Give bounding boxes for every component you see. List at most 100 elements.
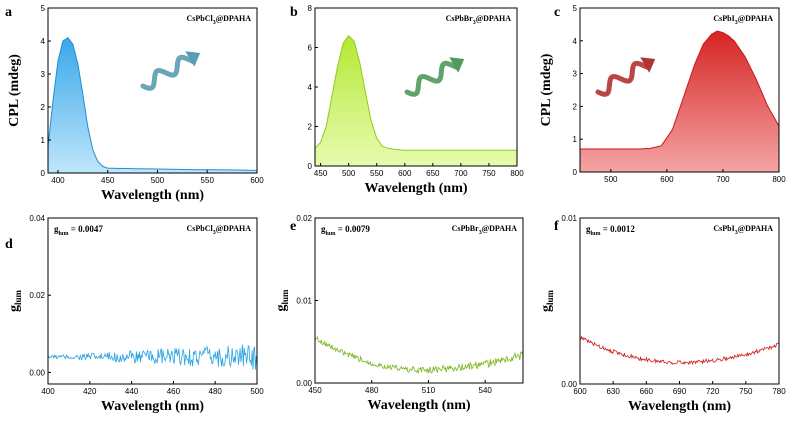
- glum-annotation-d-main: g: [54, 224, 59, 234]
- xtick-label-e-0: 450: [308, 386, 322, 395]
- legend-d-sub: 3: [213, 230, 216, 236]
- xtick-label-e-1: 480: [365, 386, 379, 395]
- ytick-label-e-2: 0.02: [296, 214, 312, 223]
- panel-letter-b: b: [290, 5, 298, 20]
- panel-letter-f: f: [554, 219, 559, 234]
- panel-letter-a: a: [5, 5, 12, 20]
- ylabel-main-c: CPL (mdeg): [539, 53, 554, 126]
- legend-e-sub: 3: [479, 230, 482, 236]
- ylabel-c: CPL (mdeg): [539, 53, 554, 126]
- legend-b-main: CsPbBr: [446, 14, 474, 23]
- xtick-label-a-4: 600: [250, 176, 264, 185]
- ylabel-a: CPL (mdeg): [7, 54, 22, 127]
- glum-annotation-d: glum = 0.0047: [54, 224, 103, 237]
- xtick-label-f-3: 690: [673, 387, 687, 396]
- ytick-label-c-2: 2: [573, 102, 578, 111]
- legend-c: CsPbI3@DPAHA: [713, 14, 773, 26]
- ytick-label-f-0: 0.00: [561, 380, 577, 389]
- panel-f: f 600 630 660 690 720 750 780 0.00 0.01 CsPbI3@DPA…: [539, 214, 786, 414]
- ytick-label-c-0: 0: [573, 168, 578, 177]
- glum-annotation-f-main: g: [586, 224, 591, 234]
- glum-annotation-e-tail: = 0.0079: [336, 224, 371, 234]
- xtick-label-a-2: 500: [151, 176, 165, 185]
- ylabel-main-e: g: [274, 305, 289, 312]
- legend-a: CsPbCl3@DPAHA: [186, 14, 251, 26]
- xtick-label-f-5: 750: [739, 387, 753, 396]
- ytick-label-c-5: 5: [573, 4, 578, 13]
- ylabel-main-d: g: [7, 305, 22, 312]
- helix-icon-a: [140, 51, 201, 91]
- axes-frame-c: [579, 7, 780, 173]
- xtick-label-b-2: 550: [370, 169, 384, 178]
- legend-a-tail: @DPAHA: [216, 14, 252, 23]
- ytick-label-e-1: 0.01: [296, 297, 312, 306]
- ylabel-main-a: CPL (mdeg): [7, 54, 22, 127]
- ytick-label-a-4: 4: [41, 37, 46, 46]
- ylabel-e: glum: [274, 289, 290, 312]
- xtick-label-f-6: 780: [772, 387, 786, 396]
- xtick-label-c-1: 600: [660, 175, 674, 184]
- axes-frame-f: [579, 217, 780, 385]
- legend-c-sub: 3: [735, 20, 738, 26]
- xlabel-d: Wavelength (nm): [101, 399, 204, 414]
- ylabel-main-f: g: [539, 305, 554, 312]
- ytick-label-d-2: 0.04: [29, 214, 45, 223]
- glum-annotation-f-sub: lum: [591, 231, 601, 237]
- panel-letter-d: d: [5, 237, 13, 252]
- ylabel-f: glum: [539, 290, 555, 313]
- glum-annotation-f-tail: = 0.0012: [601, 224, 636, 234]
- legend-f: CsPbI3@DPAHA: [713, 224, 773, 236]
- legend-b-sub: 3: [473, 20, 476, 26]
- legend-c-main: CsPbI: [713, 14, 734, 23]
- xtick-label-c-3: 800: [772, 175, 786, 184]
- helix-arrow-b: [449, 57, 465, 73]
- xtick-label-b-3: 600: [398, 169, 412, 178]
- legend-d-main: CsPbCl: [186, 224, 213, 233]
- xlabel-e: Wavelength (nm): [367, 398, 470, 413]
- axes-frame-e: [314, 217, 524, 384]
- xtick-label-a-1: 450: [101, 176, 115, 185]
- legend-b-tail: @DPAHA: [476, 14, 512, 23]
- panel-letter-c: c: [554, 5, 560, 20]
- ytick-label-b-1: 2: [308, 123, 313, 132]
- axes-frame-d: [47, 217, 258, 385]
- legend-c-tail: @DPAHA: [738, 14, 774, 23]
- xtick-label-a-0: 400: [51, 176, 65, 185]
- xtick-label-d-5: 500: [250, 387, 264, 396]
- xtick-label-c-2: 700: [716, 175, 730, 184]
- glum-series-f: [579, 335, 780, 366]
- ytick-label-a-0: 0: [41, 169, 46, 178]
- glum-series-e: [314, 335, 524, 375]
- xtick-label-b-6: 750: [482, 169, 496, 178]
- axes-frame-a: [47, 7, 258, 174]
- cpl-area-c: [579, 30, 780, 173]
- ytick-label-a-2: 2: [41, 103, 46, 112]
- legend-e-tail: @DPAHA: [482, 224, 518, 233]
- panel-letter-e: e: [290, 219, 296, 234]
- xlabel-a: Wavelength (nm): [101, 188, 204, 203]
- ytick-label-a-5: 5: [41, 4, 46, 13]
- helix-ribbon-a: [140, 54, 197, 91]
- xtick-label-b-4: 650: [426, 169, 440, 178]
- panel-b: b 450 500 550 600 650 700 750 800 0 2 4 6 8 CsPbBr3@DP…: [290, 4, 524, 196]
- ytick-label-b-3: 6: [308, 44, 313, 53]
- xtick-label-e-3: 540: [479, 386, 493, 395]
- xtick-label-d-3: 460: [167, 387, 181, 396]
- cpl-area-b: [314, 34, 518, 167]
- ylabel-sub-d: lum: [13, 290, 23, 306]
- xtick-label-c-0: 500: [604, 175, 618, 184]
- ylabel-sub-f: lum: [545, 290, 555, 306]
- xtick-label-d-4: 480: [209, 387, 223, 396]
- ytick-label-a-1: 1: [41, 136, 46, 145]
- xtick-label-b-5: 700: [454, 169, 468, 178]
- glum-series-d: [47, 344, 258, 370]
- xlabel-b: Wavelength (nm): [364, 181, 467, 196]
- helix-ribbon-b: [404, 60, 461, 97]
- xtick-label-d-2: 440: [125, 387, 139, 396]
- glum-annotation-e: glum = 0.0079: [321, 224, 370, 237]
- legend-a-sub: 3: [213, 20, 216, 26]
- legend-b: CsPbBr3@DPAHA: [446, 14, 512, 26]
